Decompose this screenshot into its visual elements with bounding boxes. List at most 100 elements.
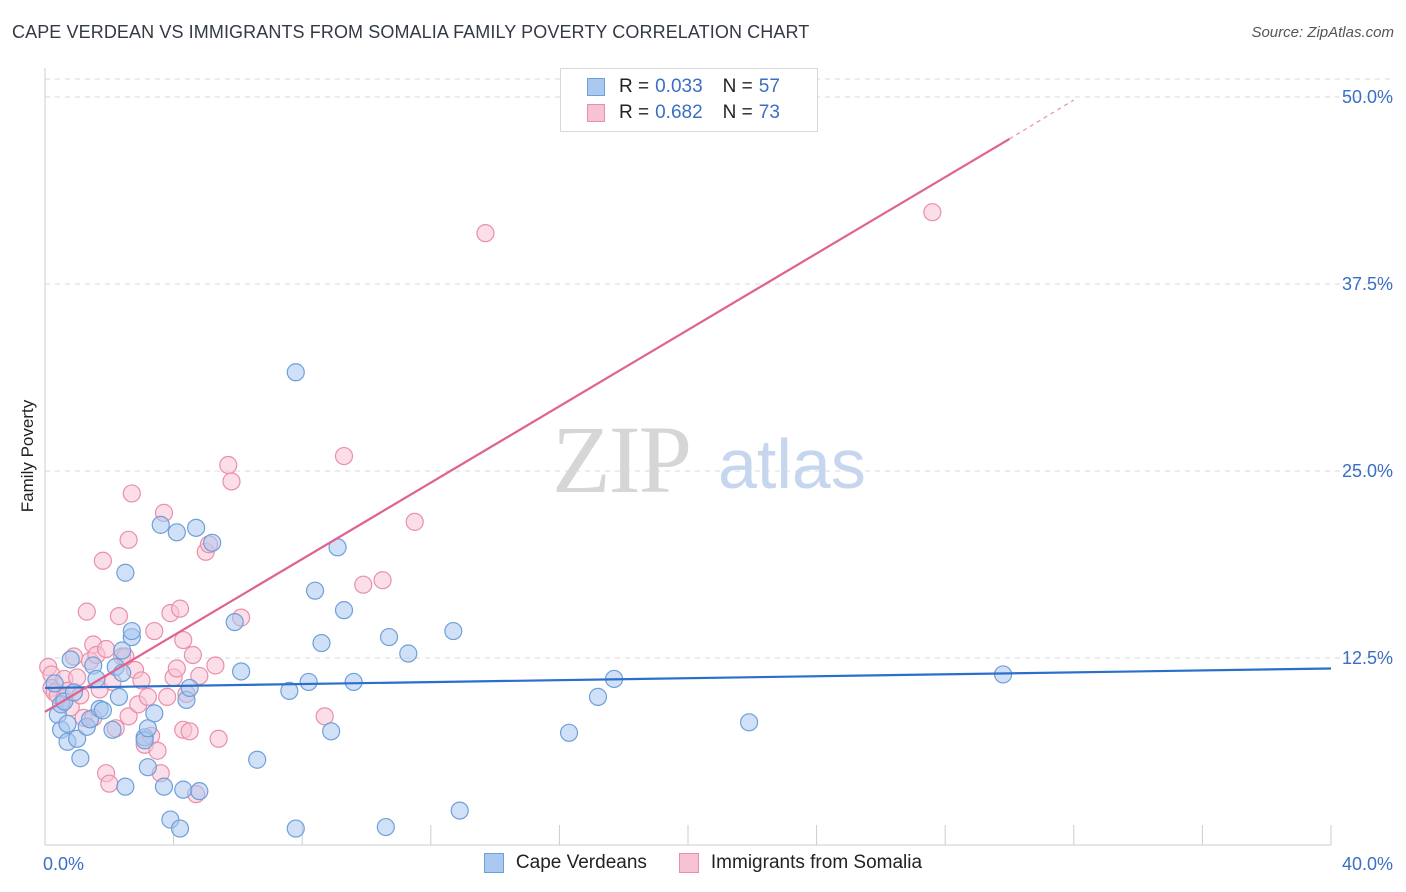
somalia-point	[190, 666, 209, 686]
cape-verdean-point	[93, 701, 112, 720]
somalia-point	[923, 203, 942, 222]
cape-verdean-point	[305, 581, 325, 600]
watermark-zip: ZIP	[552, 406, 690, 513]
somalia-point	[148, 741, 167, 760]
cape-verdean-point	[444, 621, 463, 641]
cape-verdean-point	[138, 719, 157, 738]
source-label: Source: ZipAtlas.com	[1251, 24, 1394, 41]
cape-verdean-point	[170, 819, 190, 838]
series-label: Immigrants from Somalia	[710, 852, 923, 873]
series-legend-somalia[interactable]: Immigrants from Somalia	[678, 852, 923, 874]
cape-verdean-trend-line	[44, 667, 1332, 690]
cape-verdean-point	[399, 644, 418, 663]
axes	[44, 68, 1332, 846]
x-tick-label: 0.0%	[43, 854, 84, 874]
legend-r-value: 0.033	[655, 76, 703, 97]
cape-verdean-point	[286, 363, 305, 382]
series-legend: Cape Verdeans Immigrants from Somalia	[0, 852, 1406, 874]
cape-verdean-point	[180, 678, 199, 698]
cape-verdean-point	[280, 681, 299, 701]
somalia-trend-line	[44, 137, 1011, 713]
somalia-point	[122, 484, 141, 503]
cape-verdean-point	[376, 817, 395, 837]
tick-labels: 12.5% 25.0% 37.5% 50.0% 0.0% 40.0%	[43, 87, 1393, 874]
cape-verdean-point	[232, 662, 251, 681]
series-swatch-pink	[678, 853, 699, 873]
somalia-point	[219, 455, 238, 475]
cape-verdean-point	[138, 758, 157, 777]
somalia-point	[183, 645, 202, 665]
chart-title: CAPE VERDEAN VS IMMIGRANTS FROM SOMALIA …	[12, 22, 810, 42]
cape-verdean-point	[113, 641, 132, 660]
legend-r-label: R =	[619, 102, 650, 123]
cape-verdean-point	[61, 650, 80, 669]
legend-n-value: 57	[758, 76, 780, 97]
series-legend-cape-verdeans[interactable]: Cape Verdeans	[483, 852, 647, 874]
somalia-point	[174, 630, 193, 650]
cape-verdean-point	[739, 713, 759, 732]
legend-n-label: N =	[722, 76, 753, 97]
cape-verdean-point	[286, 819, 305, 838]
somalia-point	[180, 722, 199, 741]
cape-verdean-point	[559, 723, 579, 742]
cape-verdean-point	[334, 601, 354, 620]
cape-verdean-point	[379, 627, 399, 647]
trend-lines	[44, 99, 1332, 713]
somalia-point	[68, 668, 87, 687]
x-tick-label: 40.0%	[1342, 854, 1393, 874]
somalia-point	[93, 551, 112, 570]
cape-verdean-point	[344, 672, 363, 692]
cape-verdean-point	[122, 621, 141, 641]
somalia-point	[119, 530, 138, 549]
y-tick-label: 12.5%	[1342, 648, 1393, 668]
legend-swatch-blue	[587, 78, 605, 96]
legend-n-value: 73	[758, 102, 780, 123]
somalia-point	[132, 671, 151, 690]
cape-verdean-point	[68, 729, 87, 748]
somalia-point	[109, 607, 129, 626]
grid-lines	[45, 78, 1392, 659]
cape-verdean-point	[103, 720, 122, 739]
legend-row-somalia: R = 0.682 N = 73	[587, 100, 780, 126]
somalia-point	[476, 224, 495, 243]
cape-verdean-point	[58, 714, 77, 733]
somalia-point	[77, 602, 96, 621]
legend-row-cape-verdeans: R = 0.033 N = 57	[587, 74, 780, 100]
cape-verdean-point	[187, 518, 206, 537]
somalia-point	[119, 707, 138, 726]
cape-verdean-point	[190, 782, 209, 801]
somalia-point	[373, 571, 392, 590]
cape-verdean-point	[151, 515, 170, 534]
cape-verdean-point	[450, 801, 469, 820]
cape-verdean-point	[588, 687, 608, 706]
cape-verdean-point	[116, 563, 135, 582]
legend-r-label: R =	[619, 76, 650, 97]
y-tick-label: 50.0%	[1342, 87, 1393, 107]
somalia-point	[354, 575, 373, 594]
cape-verdean-point	[225, 612, 244, 632]
legend-swatch-pink	[587, 104, 605, 122]
somalia-point	[315, 707, 334, 726]
y-tick-label: 25.0%	[1342, 461, 1393, 481]
data-points	[39, 203, 1013, 838]
cape-verdean-point	[145, 704, 164, 723]
somalia-point	[100, 774, 119, 793]
somalia-point	[158, 687, 177, 706]
cape-verdean-point	[45, 674, 64, 693]
legend-n-label: N =	[722, 102, 753, 123]
cape-verdean-point	[116, 777, 135, 796]
cape-verdean-point	[203, 533, 222, 552]
somalia-point	[96, 639, 116, 659]
somalia-point	[145, 621, 164, 641]
somalia-point	[222, 472, 241, 491]
cape-verdean-point	[71, 749, 90, 768]
cape-verdean-point	[299, 672, 318, 692]
cape-verdean-point	[312, 633, 331, 653]
y-tick-label: 37.5%	[1342, 274, 1393, 294]
somalia-point	[167, 659, 186, 678]
cape-verdean-point	[174, 780, 193, 799]
somalia-trend-extension	[1009, 99, 1075, 140]
cape-verdean-point	[154, 777, 174, 796]
watermark-atlas: atlas	[718, 425, 866, 503]
